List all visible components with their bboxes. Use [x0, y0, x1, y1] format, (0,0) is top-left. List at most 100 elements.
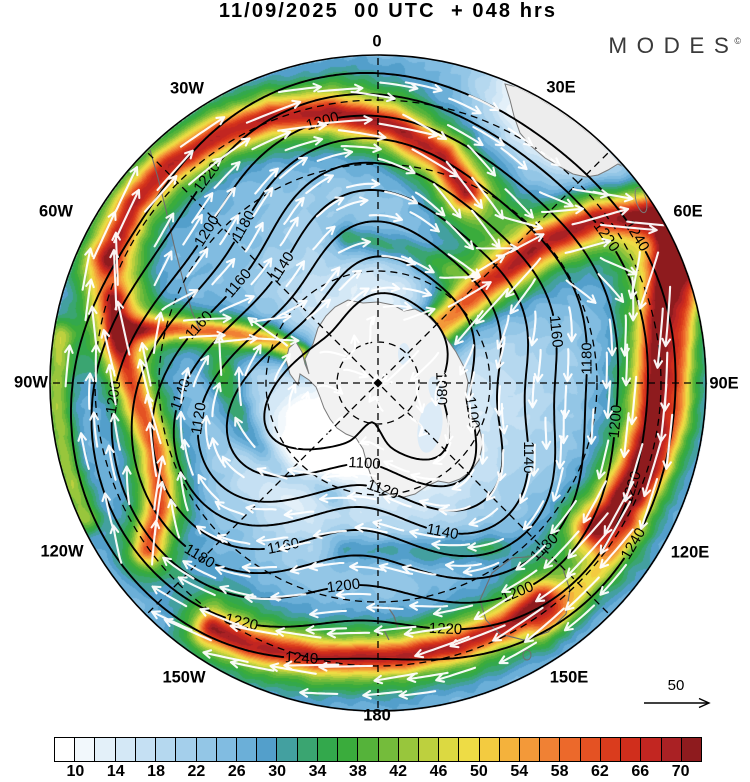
colorbar-tick-42: 42: [389, 763, 408, 780]
contour-label-1200: 1200: [326, 576, 361, 597]
colorbar-tick-54: 54: [510, 763, 529, 780]
contour-label-1220: 1220: [590, 218, 623, 255]
africa-coastline: [504, 83, 627, 178]
longitude-label-90e: 90E: [709, 374, 739, 393]
colorbar-cell-50: [479, 738, 500, 761]
colorbar-cell-46: [439, 738, 460, 761]
contour-label-1120: 1120: [188, 401, 210, 435]
colorbar-tick-14: 14: [106, 763, 125, 780]
madagascar-coastline: [634, 186, 648, 214]
south-america-coastline: [149, 149, 201, 331]
colorbar-cell-42: [398, 738, 419, 761]
colorbar-cell-38: [358, 738, 379, 761]
colorbar-tick-10: 10: [66, 763, 85, 780]
ice-shelf-0: [417, 401, 443, 453]
colorbar-cell-52: [499, 738, 521, 761]
colorbar-cell-34: [317, 738, 339, 761]
colorbar-tick-30: 30: [268, 763, 287, 780]
longitude-label-120e: 120E: [670, 543, 710, 562]
coastlines: [149, 83, 648, 661]
colorbar-cell-28: [257, 738, 278, 761]
contour-label-1220: 1220: [428, 620, 462, 638]
colorbar-tick-18: 18: [147, 763, 165, 780]
contour-label-1140: 1140: [520, 441, 537, 473]
new-zealand-coastline-0: [387, 606, 399, 629]
colorbar-cell-56: [540, 738, 561, 761]
colorbar-cell-24: [216, 738, 237, 761]
colorbar-cell-20: [176, 738, 197, 761]
longitude-label-0: 0: [372, 32, 382, 51]
colorbar-cell-10: [75, 738, 96, 761]
colorbar-tick-26: 26: [227, 763, 246, 780]
map-boundary-circle: [49, 54, 707, 712]
colorbar-tick-62: 62: [591, 763, 609, 780]
contour-label-1100: 1100: [348, 454, 381, 473]
contour-label-1100: 1100: [461, 395, 483, 429]
contour-label-1080: 1080: [432, 372, 450, 406]
colorbar-cell-30: [277, 738, 298, 761]
longitude-label-60e: 60E: [673, 202, 703, 221]
colorbar-cell-58: [560, 738, 581, 761]
colorbar-cell-40: [378, 738, 399, 761]
colorbar-tick-labels: 10 14 18 22 26 30 34 38 42 46 50 54 58 62 66 70: [54, 763, 702, 782]
longitude-label-90w: 90W: [14, 373, 48, 392]
colorbar-cell-62: [600, 738, 622, 761]
colorbar-tick-50: 50: [469, 763, 488, 780]
reference-arrow-label: 50: [668, 677, 685, 694]
colorbar-tick-34: 34: [308, 763, 327, 780]
colorbar-cell-64: [621, 738, 642, 761]
longitude-label-150e: 150E: [549, 668, 589, 687]
colorbar-tick-58: 58: [550, 763, 569, 780]
height-contour-1200: [110, 114, 620, 604]
new-zealand-coastline-1: [383, 629, 390, 641]
contour-label-1180: 1180: [579, 342, 596, 374]
longitude-label-150w: 150W: [162, 668, 206, 687]
colorbar-cell-18: [156, 738, 177, 761]
colorbar-cell-32: [297, 738, 318, 761]
contour-label-1240: 1240: [284, 649, 318, 668]
colorbar-tick-70: 70: [671, 763, 690, 780]
contour-label-1160: 1160: [546, 315, 566, 349]
meridian-315: [146, 151, 375, 380]
height-contour-1180: [130, 137, 588, 580]
height-contour-1080: [263, 292, 451, 461]
wind-arrows: [64, 81, 688, 700]
colorbar-cell-44: [418, 738, 440, 761]
colorbar-cell-48: [459, 738, 480, 761]
colorbar-tick-22: 22: [187, 763, 206, 780]
longitude-label-30e: 30E: [546, 78, 576, 97]
colorbar-cell-60: [580, 738, 601, 761]
colorbar-cell-22: [196, 738, 217, 761]
colorbar: [54, 737, 702, 762]
colorbar-cell-14: [115, 738, 136, 761]
height-contour-1100: [225, 255, 478, 488]
latitude-circle-0: [336, 341, 420, 425]
longitude-label-180: 180: [363, 706, 391, 725]
colorbar-tick-46: 46: [429, 763, 448, 780]
colorbar-cell-36: [338, 738, 359, 761]
longitude-label-30w: 30W: [170, 79, 204, 98]
colorbar-cell-66: [641, 738, 662, 761]
colorbar-cell-70: [681, 738, 701, 761]
reference-arrow-head: [698, 697, 711, 709]
colorbar-tick-66: 66: [631, 763, 650, 780]
contour-label-1140: 1140: [167, 376, 194, 412]
colorbar-tick-38: 38: [348, 763, 367, 780]
contour-label-1140: 1140: [425, 520, 460, 543]
tasmania-coastline: [522, 649, 532, 661]
reference-arrow: 50: [644, 677, 711, 709]
colorbar-cell-68: [661, 738, 682, 761]
colorbar-cell-12: [95, 738, 116, 761]
latitude-circle-2: [158, 163, 598, 603]
longitude-label-60w: 60W: [39, 202, 73, 221]
colorbar-cell-16: [135, 738, 157, 761]
wind-arrow-paths: [64, 81, 688, 700]
colorbar-cell-26: [236, 738, 258, 761]
colorbar-cell-8: [55, 738, 76, 761]
latitude-circle-1: [265, 270, 491, 496]
colorbar-cell-54: [520, 738, 541, 761]
height-contour-1140: [172, 189, 530, 535]
